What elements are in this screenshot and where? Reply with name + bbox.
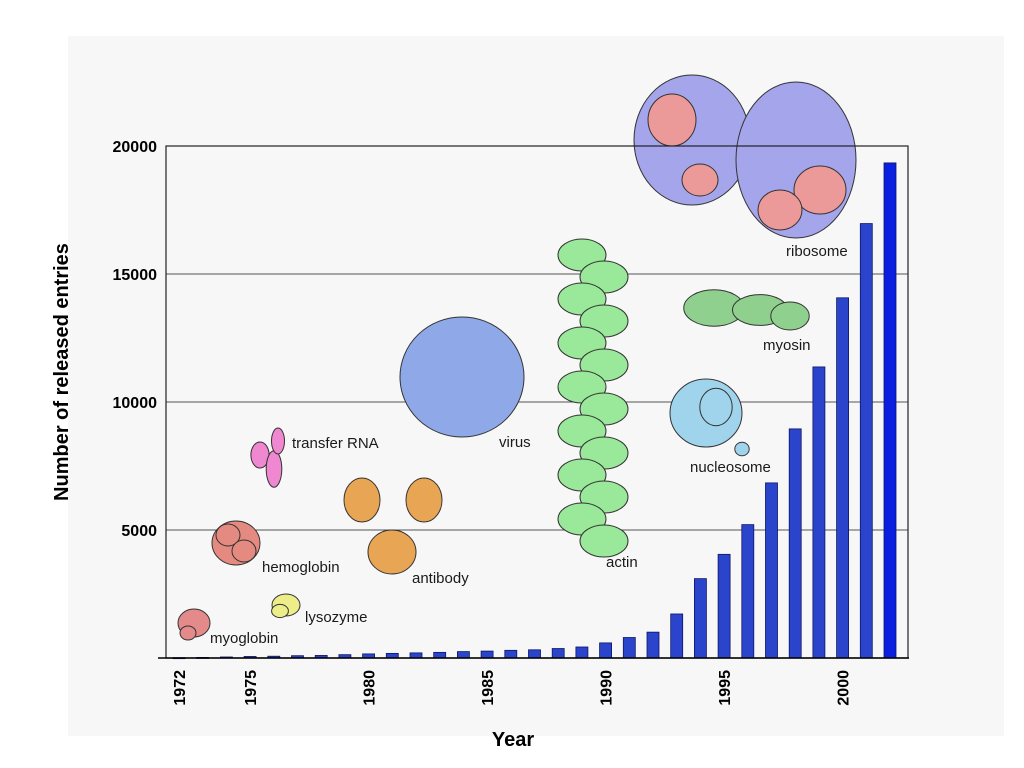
bar-1989 (575, 646, 589, 659)
nucleosome-illustration (669, 378, 750, 457)
x-tick-label: 2000 (836, 670, 853, 706)
y-axis-title: Number of released entries (51, 243, 73, 501)
bar-1996 (741, 524, 755, 659)
bar-1998 (788, 428, 802, 659)
bar-1995 (717, 553, 731, 659)
myosin-illustration (683, 289, 810, 331)
y-tick-label: 15000 (113, 267, 158, 284)
actin-illustration (557, 238, 629, 558)
bar-1991 (622, 637, 636, 659)
bar-1990 (599, 642, 612, 659)
bar-1997 (765, 482, 778, 659)
y-tick-label: 5000 (121, 523, 157, 540)
virus-label: virus (499, 434, 531, 451)
transfer-rna-illustration (250, 427, 285, 488)
bar-1988 (551, 648, 565, 659)
myoglobin-label: myoglobin (210, 630, 278, 647)
x-tick-label: 1985 (480, 670, 497, 706)
myosin-label: myosin (763, 337, 811, 354)
transfer-rna-label: transfer RNA (292, 435, 379, 452)
bar-1999 (812, 366, 826, 659)
axes: 5000 10000 15000 20000 1972 1975 1980 1985 1990 1… (113, 139, 909, 706)
bar-2000 (836, 297, 849, 659)
nucleosome-label: nucleosome (690, 459, 771, 476)
lysozyme-label: lysozyme (305, 609, 368, 626)
virus-illustration (399, 316, 525, 438)
x-tick-label: 1980 (362, 670, 379, 706)
molecule-labels: myoglobin lysozyme hemoglobin transfer RNA a… (210, 243, 848, 647)
myoglobin-illustration (177, 608, 211, 641)
ribosome-illustration (633, 74, 857, 239)
y-tick-label: 20000 (113, 139, 158, 156)
ribosome-label: ribosome (786, 243, 848, 260)
bars (172, 162, 897, 660)
x-tick-label: 1990 (599, 670, 616, 706)
actin-label: actin (606, 554, 638, 571)
bar-1992 (646, 631, 660, 659)
hemoglobin-label: hemoglobin (262, 559, 340, 576)
x-tick-label: 1972 (172, 670, 189, 706)
bar-1983 (433, 651, 447, 659)
hemoglobin-illustration (211, 520, 261, 566)
y-tick-label: 10000 (113, 395, 158, 412)
lysozyme-illustration (271, 593, 301, 619)
bar-1986 (504, 649, 518, 659)
antibody-label: antibody (412, 570, 469, 587)
bar-1984 (456, 651, 470, 659)
x-tick-label: 1975 (243, 670, 260, 706)
bar-1985 (480, 650, 494, 659)
bar-1993 (670, 613, 684, 659)
molecule-illustrations (177, 74, 857, 641)
bar-2002 (883, 162, 897, 659)
bar-2001 (859, 223, 873, 659)
bar-1987 (528, 649, 541, 659)
x-axis-title: Year (492, 729, 534, 751)
x-tick-label: 1995 (717, 670, 734, 706)
antibody-illustration (343, 477, 443, 575)
bar-1994 (694, 578, 707, 659)
